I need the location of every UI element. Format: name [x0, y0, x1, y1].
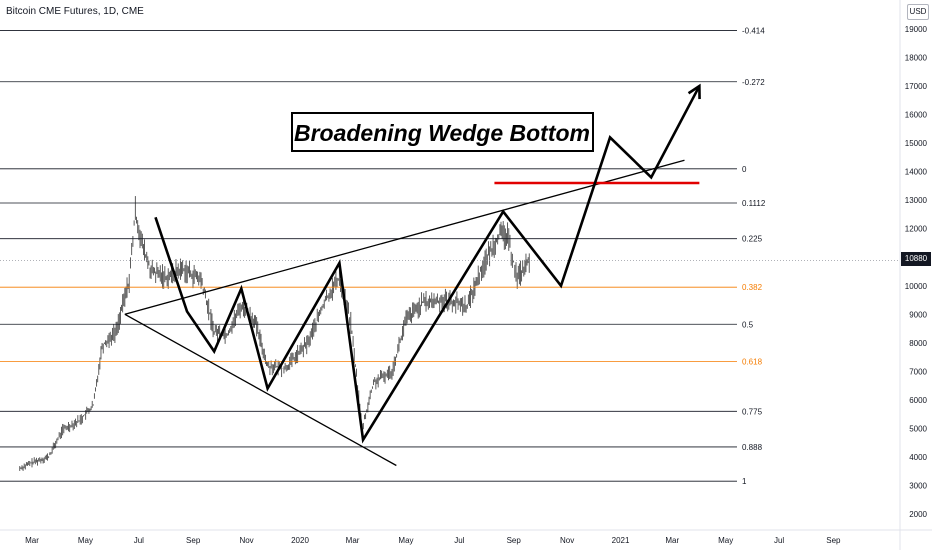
time-tick-label: Sep: [507, 536, 522, 545]
time-tick-label: May: [78, 536, 93, 545]
price-tick-label: 12000: [905, 225, 928, 234]
time-tick-label: Jul: [774, 536, 784, 545]
wedge-lower-trendline: [124, 313, 397, 467]
drawings: Broadening Wedge Bottom: [124, 83, 701, 467]
price-tick-label: 10000: [905, 282, 928, 291]
pattern-annotation: Broadening Wedge Bottom: [291, 112, 594, 152]
last-price-tag: 10880: [901, 252, 931, 266]
wedge-upper-trendline: [124, 159, 685, 315]
time-tick-label: Jul: [454, 536, 464, 545]
fib-level-label: 1: [742, 477, 747, 486]
price-tick-label: 7000: [909, 367, 927, 376]
time-tick-label: Mar: [346, 536, 360, 545]
time-tick-label: Mar: [25, 536, 39, 545]
fib-level-label: -0.414: [742, 26, 765, 35]
time-tick-label: Nov: [239, 536, 253, 545]
price-tick-label: 5000: [909, 424, 927, 433]
fib-level-label: 0.382: [742, 283, 763, 292]
fib-levels: -0.414 -0.272 0 0.1112 0.225 0.382 0.5 0.618 0.7…: [0, 26, 766, 486]
annotation-box: [291, 112, 594, 152]
time-axis: Mar May Jul Sep Nov 2020 Mar May Jul Sep Nov 2021 Ma…: [25, 536, 841, 545]
time-tick-label: 2020: [291, 536, 309, 545]
chart-title: Bitcoin CME Futures, 1D, CME: [6, 6, 144, 17]
price-tick-label: 17000: [905, 82, 928, 91]
time-tick-label: Sep: [826, 536, 841, 545]
projection-path: [154, 85, 701, 444]
price-tick-label: 14000: [905, 168, 928, 177]
time-tick-label: Sep: [186, 536, 201, 545]
price-tick-label: 3000: [909, 481, 927, 490]
time-tick-label: Nov: [560, 536, 574, 545]
price-series: [19, 196, 530, 471]
time-tick-label: May: [718, 536, 733, 545]
fib-level-label: 0.225: [742, 235, 763, 244]
price-tick-label: 15000: [905, 139, 928, 148]
price-tick-label: 8000: [909, 339, 927, 348]
time-tick-label: Mar: [665, 536, 679, 545]
price-tick-label: 2000: [909, 510, 927, 519]
projection-arrowhead: [687, 83, 701, 100]
currency-button[interactable]: USD: [907, 4, 929, 20]
price-tick-label: 13000: [905, 196, 928, 205]
fib-level-label: -0.272: [742, 78, 765, 87]
time-tick-label: May: [398, 536, 413, 545]
fib-level-label: 0: [742, 165, 747, 174]
fib-level-label: 0.888: [742, 443, 763, 452]
price-tick-label: 4000: [909, 453, 927, 462]
price-tick-label: 16000: [905, 111, 928, 120]
fib-level-label: 0.775: [742, 407, 763, 416]
price-tick-label: 9000: [909, 310, 927, 319]
time-tick-label: 2021: [612, 536, 630, 545]
fib-level-label: 0.618: [742, 357, 763, 366]
fib-level-label: 0.1112: [742, 199, 766, 208]
annotation-text: Broadening Wedge Bottom: [294, 120, 590, 146]
fib-level-label: 0.5: [742, 320, 754, 329]
price-tick-label: 19000: [905, 25, 928, 34]
time-tick-label: Jul: [134, 536, 144, 545]
price-tick-label: 18000: [905, 54, 928, 63]
price-tick-label: 6000: [909, 396, 927, 405]
